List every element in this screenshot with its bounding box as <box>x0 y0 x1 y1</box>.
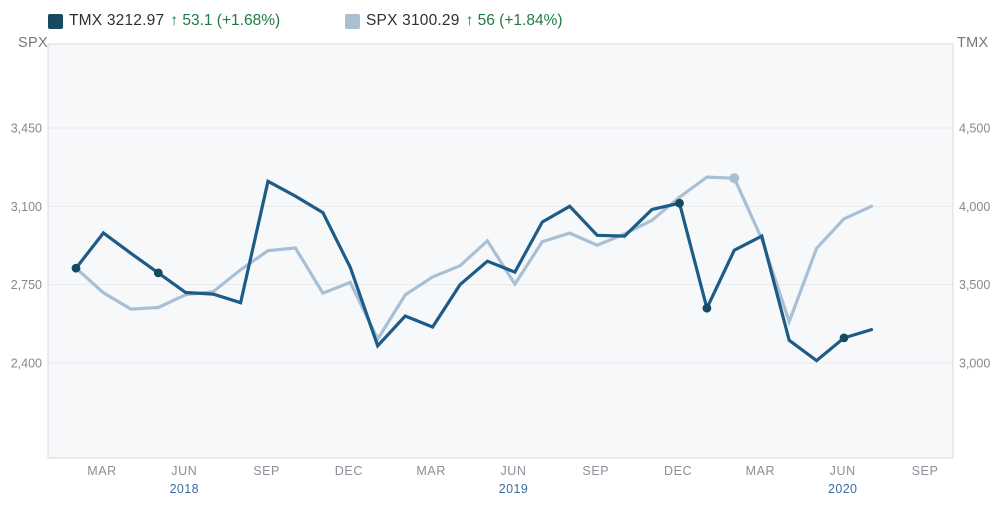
y-axis-tick-right: 3,000 <box>959 356 990 370</box>
x-axis-year-label: 2020 <box>828 482 857 496</box>
spx-data-point-marker[interactable] <box>729 173 740 184</box>
spx-legend-swatch <box>345 13 360 29</box>
y-axis-tick-right: 4,500 <box>959 122 990 136</box>
x-axis-month-label: DEC <box>335 464 363 478</box>
spx-line-series[interactable] <box>74 175 874 343</box>
tmx-line-series[interactable] <box>74 178 874 363</box>
x-axis-month-label: SEP <box>253 464 280 478</box>
y-axis-tick-left: 2,750 <box>11 278 42 292</box>
tmx-data-point-marker[interactable] <box>71 263 81 273</box>
x-axis-month-label: MAR <box>87 464 117 478</box>
right-axis-title: TMX <box>957 35 989 51</box>
tmx-data-point-marker[interactable] <box>675 198 684 208</box>
x-axis-month-label: JUN <box>171 464 197 478</box>
tmx-data-point-marker[interactable] <box>702 303 712 313</box>
y-axis-tick-right: 3,500 <box>959 278 990 292</box>
x-axis-month-label: MAR <box>746 464 776 478</box>
legend-item-spx[interactable]: SPX 3100.29 ↑ 56 (+1.84%) <box>345 8 563 34</box>
spx-legend-change: ↑ 56 (+1.84%) <box>465 12 563 29</box>
x-axis-year-label: 2019 <box>499 482 528 496</box>
x-axis-year-label: 2018 <box>170 482 199 496</box>
tmx-legend-change: ↑ 53.1 (+1.68%) <box>170 12 281 29</box>
y-axis-tick-left: 2,400 <box>11 356 42 370</box>
plot-area <box>47 43 954 459</box>
left-axis-title: SPX <box>18 35 48 51</box>
x-axis-month-label: DEC <box>664 464 692 478</box>
tmx-legend-swatch <box>48 13 63 29</box>
tmx-data-point-marker[interactable] <box>839 333 849 343</box>
x-axis-month-label: SEP <box>912 464 939 478</box>
x-axis-month-label: JUN <box>830 464 856 478</box>
y-axis-tick-left: 3,450 <box>11 122 42 136</box>
tmx-legend-text: TMX 3212.97 <box>69 12 165 29</box>
x-axis-month-label: JUN <box>500 464 526 478</box>
tmx-data-point-marker[interactable] <box>153 268 163 278</box>
y-axis-tick-left: 3,100 <box>11 200 42 214</box>
y-axis-tick-right: 4,000 <box>959 200 990 214</box>
spx-legend-text: SPX 3100.29 <box>366 12 460 29</box>
chart-canvas: 3,450 4,500 3,100 4,000 2,750 3,500 2,400 3,000… <box>11 43 990 496</box>
x-axis-month-label: SEP <box>582 464 609 478</box>
legend-item-tmx[interactable]: TMX 3212.97 ↑ 53.1 (+1.68%) <box>48 8 280 34</box>
x-axis-month-label: MAR <box>416 464 446 478</box>
